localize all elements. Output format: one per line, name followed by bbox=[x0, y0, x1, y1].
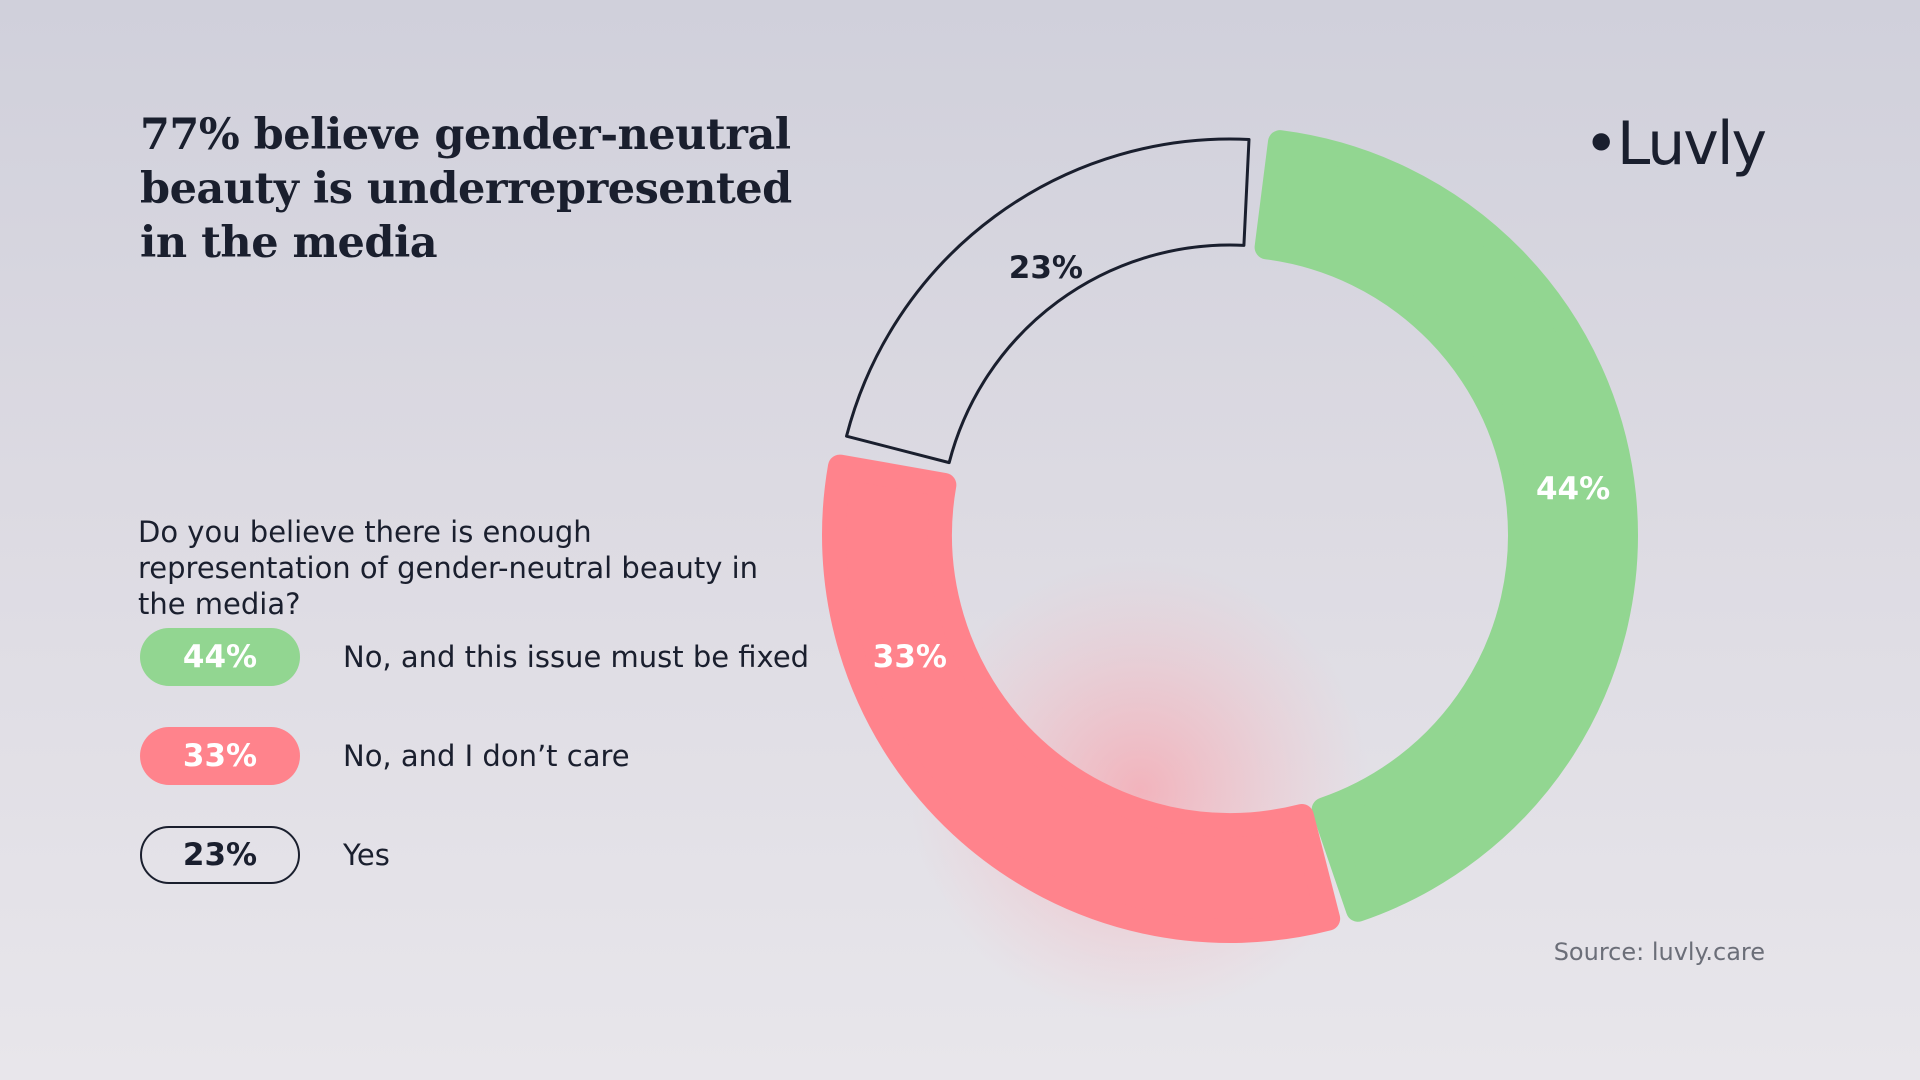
slice-fix bbox=[1254, 130, 1638, 922]
legend-item-dont-care: 33% No, and I don’t care bbox=[140, 725, 840, 787]
source-note: Source: luvly.care bbox=[1553, 938, 1765, 966]
legend-label-yes: Yes bbox=[343, 838, 390, 872]
slice-dont-care bbox=[822, 454, 1341, 943]
legend-label-fix: No, and this issue must be fixed bbox=[343, 640, 810, 674]
legend-pill-44: 44% bbox=[140, 628, 300, 686]
legend-item-yes: 23% Yes bbox=[140, 824, 840, 886]
slice-label-fix: 44% bbox=[1536, 471, 1610, 507]
slice-yes bbox=[845, 137, 1251, 465]
legend-item-fix: 44% No, and this issue must be fixed bbox=[140, 626, 840, 688]
legend: 44% No, and this issue must be fixed 33%… bbox=[140, 626, 840, 923]
legend-pill-23: 23% bbox=[140, 826, 300, 884]
slice-label-dont-care: 33% bbox=[873, 639, 947, 675]
luvly-logo: •Luvly bbox=[1583, 109, 1767, 179]
legend-label-dont-care: No, and I don’t care bbox=[343, 739, 630, 773]
legend-pill-33: 33% bbox=[140, 727, 300, 785]
chart-title: 77% believe gender-neutral beauty is und… bbox=[140, 110, 792, 268]
survey-question: Do you believe there is enough represent… bbox=[138, 515, 759, 621]
slice-label-yes: 23% bbox=[1009, 250, 1083, 286]
